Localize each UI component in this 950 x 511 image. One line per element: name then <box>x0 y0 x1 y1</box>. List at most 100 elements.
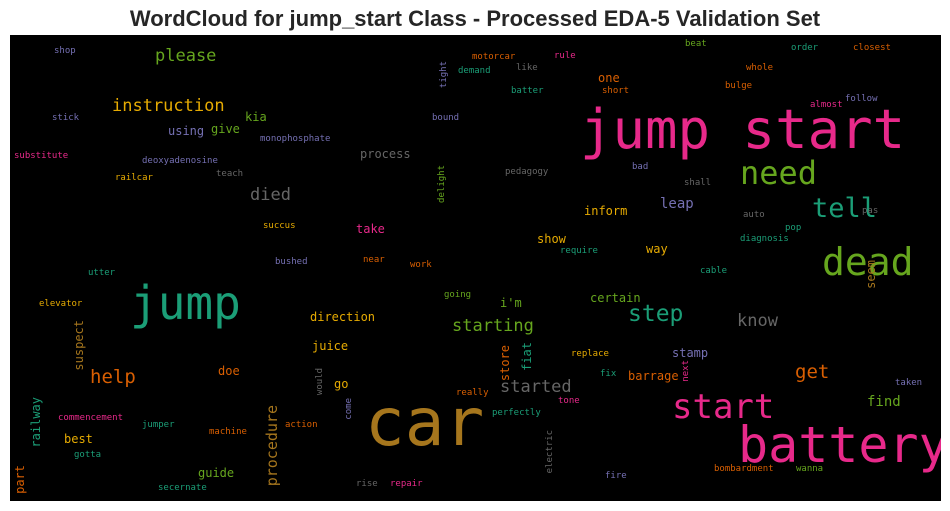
word-car: car <box>365 384 485 461</box>
word-jump: jump <box>130 276 241 330</box>
word-tell: tell <box>812 193 878 224</box>
word-elevator: elevator <box>39 299 83 309</box>
word-short: short <box>602 86 630 96</box>
word-batter: batter <box>511 86 544 96</box>
word-utter: utter <box>88 268 116 278</box>
word-process: process <box>360 147 411 161</box>
word-gotta: gotta <box>74 450 102 460</box>
word-cable: cable <box>700 266 728 276</box>
word-monophosphate: monophosphate <box>260 134 331 144</box>
word-repair: repair <box>390 479 423 489</box>
word-starting: starting <box>452 316 534 336</box>
word-way: way <box>646 242 668 256</box>
word-fiat: fiat <box>520 342 534 371</box>
word-stick: stick <box>52 113 80 123</box>
word-take: take <box>356 222 385 236</box>
word-like: like <box>516 63 538 73</box>
word-get: get <box>795 361 830 383</box>
word-machine: machine <box>209 427 247 437</box>
word-succus: succus <box>263 221 296 231</box>
word-juice: juice <box>312 339 349 353</box>
word-best: best <box>64 432 93 446</box>
word-please: please <box>155 46 217 66</box>
word-railway: railway <box>29 397 43 448</box>
word-going: going <box>444 290 472 300</box>
word-next: next <box>681 360 691 382</box>
word-motorcar: motorcar <box>472 52 516 62</box>
word-pas: pas <box>862 206 879 216</box>
word-part: part <box>13 465 27 494</box>
word-suspect: suspect <box>72 320 86 371</box>
word-action: action <box>285 420 318 430</box>
word-whole: whole <box>746 63 774 73</box>
word-rule: rule <box>554 51 576 61</box>
word-store: store <box>498 345 512 382</box>
word-pop: pop <box>785 223 802 233</box>
word-died: died <box>250 185 291 205</box>
word-auto: auto <box>743 210 765 220</box>
word-started: started <box>500 377 572 397</box>
word-using: using <box>168 124 205 138</box>
word-doe: doe <box>218 364 240 378</box>
word-jump-start: jump start <box>580 98 906 161</box>
word-perfectly: perfectly <box>492 408 541 418</box>
word-certain: certain <box>590 291 641 305</box>
word-order: order <box>791 43 819 53</box>
word-guide: guide <box>198 466 235 480</box>
word-fire: fire <box>605 471 627 481</box>
word-diagnosis: diagnosis <box>740 234 789 244</box>
word-need: need <box>740 154 818 192</box>
word-wanna: wanna <box>796 464 824 474</box>
word-teach: teach <box>216 169 244 179</box>
word-fix: fix <box>600 369 617 379</box>
word-closest: closest <box>853 43 891 53</box>
word-tight: tight <box>439 61 449 89</box>
word-start: start <box>672 387 775 427</box>
word-rise: rise <box>356 479 378 489</box>
word-shop: shop <box>54 46 76 56</box>
word-bulge: bulge <box>725 81 753 91</box>
chart-title: WordCloud for jump_start Class - Process… <box>129 6 821 31</box>
word-work: work <box>410 260 432 270</box>
wordcloud-canvas: jump start car battery jump dead need start tel… <box>10 35 941 501</box>
word-inform: inform <box>584 204 628 218</box>
word-dead: dead <box>822 240 914 284</box>
word-substitute: substitute <box>14 151 69 161</box>
word-come: come <box>344 398 354 420</box>
word-battery: battery <box>738 416 941 474</box>
word-find: find <box>867 394 901 410</box>
word-commencement: commencement <box>58 413 124 423</box>
word-tone: tone <box>558 396 580 406</box>
word-know: know <box>737 311 778 331</box>
word-stamp: stamp <box>672 346 709 360</box>
word-bombardment: bombardment <box>714 464 774 474</box>
word-one: one <box>598 71 620 85</box>
word-would: would <box>315 368 325 396</box>
word-barrage: barrage <box>628 369 679 383</box>
word-taken: taken <box>895 378 923 388</box>
word-near: near <box>363 255 385 265</box>
word-go: go <box>334 377 349 391</box>
word-i-m: i'm <box>500 296 522 310</box>
word-follow: follow <box>845 94 878 104</box>
word-direction: direction <box>310 310 376 324</box>
word-deoxyadenosine: deoxyadenosine <box>142 156 218 166</box>
word-leap: leap <box>660 196 694 212</box>
word-bound: bound <box>432 113 460 123</box>
word-shall: shall <box>684 178 712 188</box>
word-seem: seem <box>864 260 878 289</box>
word-show: show <box>537 232 566 246</box>
word-procedure: procedure <box>263 405 281 487</box>
word-beat: beat <box>685 39 707 49</box>
word-railcar: railcar <box>115 173 153 183</box>
word-demand: demand <box>458 66 491 76</box>
word-kia: kia <box>245 110 267 124</box>
word-instruction: instruction <box>112 96 225 116</box>
word-almost: almost <box>810 100 843 110</box>
word-electric: electric <box>545 430 555 474</box>
word-give: give <box>211 122 240 136</box>
word-pedagogy: pedagogy <box>505 167 549 177</box>
word-bad: bad <box>632 162 649 172</box>
word-secernate: secernate <box>158 483 207 493</box>
word-delight: delight <box>437 165 447 203</box>
